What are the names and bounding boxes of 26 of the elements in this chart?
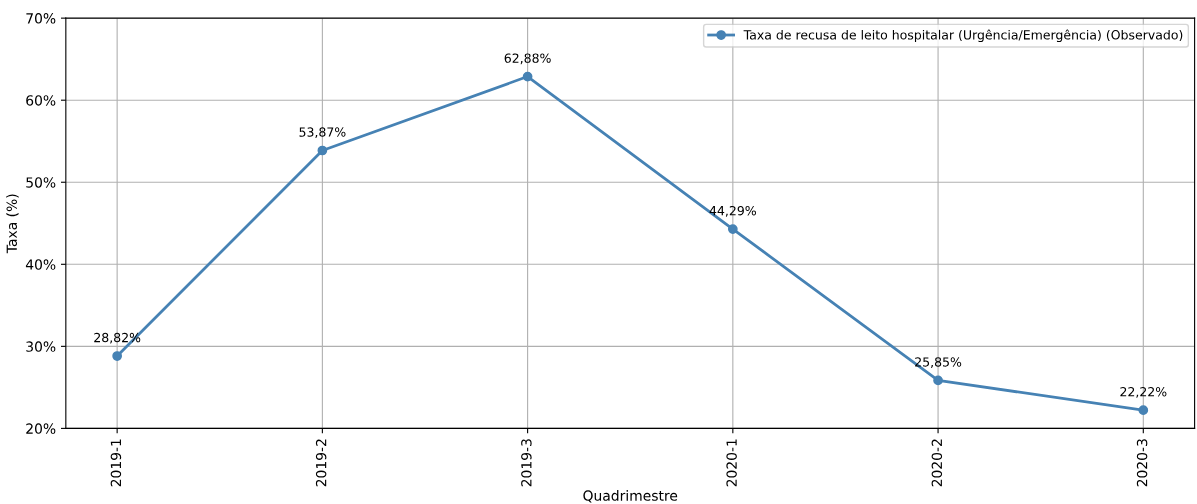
point xyxy=(933,375,943,386)
x-tick-label: 2020-1 xyxy=(726,439,737,487)
data-label: 22,22% xyxy=(1120,387,1167,398)
x-tick-label: 2020-3 xyxy=(1136,439,1148,487)
y-tick-label: 70% xyxy=(26,13,56,24)
data-label: 62,88% xyxy=(504,53,551,65)
y-tick-label: 40% xyxy=(25,259,56,270)
point xyxy=(1138,405,1149,416)
point xyxy=(727,224,738,234)
y-axis-title: Taxa (%) xyxy=(6,194,19,254)
legend-label: Taxa de recusa de leito hospitalar (Urgência/Emergência) (Observado) xyxy=(743,29,1183,42)
x-tick-label: 2020-2 xyxy=(931,439,943,487)
x-tick-label: 2019-3 xyxy=(521,439,532,487)
data-label: 53,87% xyxy=(299,127,346,139)
data-label: 25,85% xyxy=(915,357,962,368)
data-label: 44,29% xyxy=(709,205,756,217)
x-tick-label: 2019-1 xyxy=(110,439,122,487)
y-tick-label: 30% xyxy=(26,341,56,352)
y-tick-label: 50% xyxy=(26,177,56,188)
point xyxy=(522,71,533,82)
point xyxy=(112,351,123,361)
point xyxy=(317,145,328,156)
x-tick-label: 2019-2 xyxy=(315,439,327,487)
x-axis-title: Quadrimestre xyxy=(583,490,678,503)
y-tick-label: 60% xyxy=(26,95,56,106)
y-tick-label: 20% xyxy=(26,423,56,434)
